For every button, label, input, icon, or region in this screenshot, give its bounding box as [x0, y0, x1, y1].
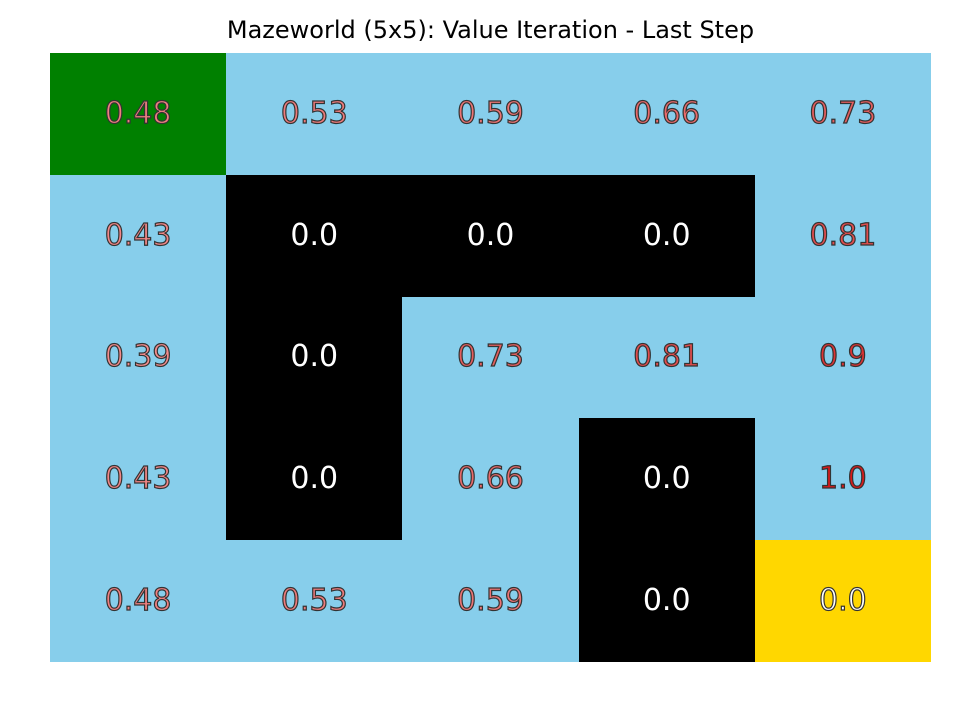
maze-cell-wall: 0.0 [402, 174, 579, 297]
maze-cell-wall: 0.0 [578, 540, 755, 662]
cell-value-label: 0.73 [456, 339, 524, 375]
cell-value-label: 0.0 [642, 217, 691, 253]
chart-title: Mazeworld (5x5): Value Iteration - Last … [226, 16, 755, 44]
cell-value-label: 0.81 [633, 339, 701, 375]
cell-value-label: 0.39 [104, 339, 172, 375]
cell-value-label: 0.0 [642, 461, 691, 497]
cell-value-label: 0.0 [466, 217, 515, 253]
maze-cell-open: 0.73 [754, 53, 931, 175]
maze-cell-goal: 0.0 [754, 540, 931, 662]
cell-value-label: 0.0 [818, 583, 867, 619]
cell-value-label: 0.0 [290, 217, 339, 253]
cell-value-label: 0.59 [456, 583, 524, 619]
maze-cell-open: 0.66 [402, 418, 579, 541]
maze-cell-open: 0.43 [50, 174, 227, 297]
maze-cell-open: 0.81 [578, 296, 755, 419]
maze-cell-wall: 0.0 [226, 174, 403, 297]
cell-value-label: 1.0 [818, 461, 867, 497]
cell-value-label: 0.48 [104, 95, 172, 131]
maze-cell-wall: 0.0 [226, 418, 403, 541]
maze-cell-open: 0.66 [578, 53, 755, 175]
cell-value-label: 0.0 [290, 339, 339, 375]
cell-value-label: 0.53 [280, 583, 348, 619]
maze-cell-open: 1.0 [754, 418, 931, 541]
maze-cell-wall: 0.0 [578, 418, 755, 541]
maze-cell-start: 0.48 [50, 53, 227, 175]
maze-cell-open: 0.81 [754, 174, 931, 297]
cell-value-label: 0.53 [280, 95, 348, 131]
maze-cell-open: 0.59 [402, 540, 579, 662]
maze-cell-open: 0.53 [226, 540, 403, 662]
cell-value-label: 0.66 [456, 461, 524, 497]
cell-value-label: 0.43 [104, 217, 172, 253]
cell-value-label: 0.0 [642, 583, 691, 619]
maze-cell-open: 0.73 [402, 296, 579, 419]
cell-value-label: 0.81 [809, 217, 877, 253]
maze-grid: 0.48 0.53 0.59 0.66 0.73 0.43 0.0 0.0 0.0 0.81 0.3… [50, 53, 931, 662]
cell-value-label: 0.9 [818, 339, 867, 375]
maze-cell-wall: 0.0 [578, 174, 755, 297]
maze-cell-open: 0.48 [50, 540, 227, 662]
maze-cell-open: 0.59 [402, 53, 579, 175]
cell-value-label: 0.0 [290, 461, 339, 497]
maze-cell-open: 0.39 [50, 296, 227, 419]
cell-value-label: 0.66 [633, 95, 701, 131]
maze-cell-open: 0.9 [754, 296, 931, 419]
cell-value-label: 0.43 [104, 461, 172, 497]
cell-value-label: 0.59 [456, 95, 524, 131]
cell-value-label: 0.48 [104, 583, 172, 619]
maze-cell-open: 0.43 [50, 418, 227, 541]
maze-cell-wall: 0.0 [226, 296, 403, 419]
cell-value-label: 0.73 [809, 95, 877, 131]
maze-cell-open: 0.53 [226, 53, 403, 175]
